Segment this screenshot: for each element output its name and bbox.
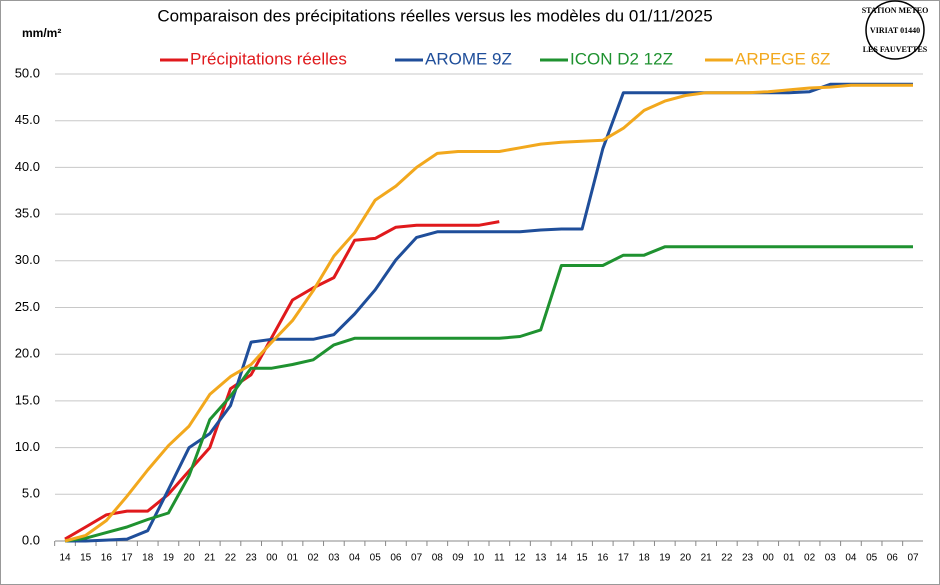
x-tick-label: 20 — [680, 553, 692, 564]
y-tick-label: 15.0 — [15, 392, 40, 407]
x-tick-label: 06 — [887, 553, 899, 564]
x-tick-label: 15 — [577, 553, 589, 564]
x-tick-label: 13 — [535, 553, 547, 564]
x-tick-label: 09 — [452, 553, 464, 564]
x-tick-label: 07 — [411, 553, 423, 564]
x-tick-label: 21 — [204, 553, 216, 564]
x-tick-label: 19 — [659, 553, 671, 564]
y-tick-label: 10.0 — [15, 439, 40, 454]
x-tick-label: 03 — [328, 553, 340, 564]
x-tick-label: 02 — [308, 553, 320, 564]
series-line — [64, 220, 500, 541]
x-tick-label: 01 — [287, 553, 299, 564]
y-tick-label: 45.0 — [15, 112, 40, 127]
x-tick-label: 17 — [121, 553, 133, 564]
x-tick-label: 14 — [556, 553, 568, 564]
x-tick-label: 23 — [246, 553, 258, 564]
x-tick-label: 03 — [825, 553, 837, 564]
y-tick-label: 20.0 — [15, 346, 40, 361]
y-tick-label: 0.0 — [22, 532, 40, 547]
x-tick-label: 07 — [907, 553, 919, 564]
x-tick-label: 22 — [721, 553, 733, 564]
legend-label: AROME 9Z — [425, 49, 512, 68]
stamp-circle — [865, 0, 925, 60]
series-line — [64, 245, 913, 543]
legend-label: ICON D2 12Z — [570, 49, 673, 68]
x-tick-label: 12 — [514, 553, 526, 564]
y-tick-label: 30.0 — [15, 252, 40, 267]
x-tick-label: 16 — [597, 553, 609, 564]
x-tick-label: 04 — [349, 553, 361, 564]
x-tick-label: 17 — [618, 553, 630, 564]
x-tick-label: 01 — [783, 553, 795, 564]
x-tick-label: 19 — [163, 553, 175, 564]
stamp-text: LES FAUVETTES — [863, 45, 928, 54]
x-tick-label: 08 — [432, 553, 444, 564]
x-tick-label: 05 — [370, 553, 382, 564]
x-tick-label: 11 — [494, 553, 505, 564]
x-tick-label: 15 — [80, 553, 92, 564]
x-tick-label: 18 — [639, 553, 651, 564]
x-tick-label: 04 — [845, 553, 857, 564]
y-tick-label: 40.0 — [15, 159, 40, 174]
y-tick-label: 5.0 — [22, 486, 40, 501]
x-tick-label: 05 — [866, 553, 878, 564]
x-tick-label: 06 — [390, 553, 402, 564]
x-tick-label: 23 — [742, 553, 754, 564]
stamp-text: STATION METEO — [862, 6, 929, 15]
x-tick-label: 14 — [59, 553, 71, 564]
x-tick-label: 10 — [473, 553, 485, 564]
y-tick-label: 50.0 — [15, 65, 40, 80]
x-tick-label: 00 — [763, 553, 775, 564]
x-tick-label: 20 — [184, 553, 196, 564]
y-tick-label: 35.0 — [15, 206, 40, 221]
legend-label: ARPEGE 6Z — [735, 49, 830, 68]
x-tick-label: 02 — [804, 553, 816, 564]
legend-label: Précipitations réelles — [190, 49, 347, 68]
stamp: STATION METEO VIRIAT 01440 LES FAUVETTES — [862, 0, 929, 60]
stamp-text: VIRIAT 01440 — [870, 26, 920, 35]
x-tick-label: 16 — [101, 553, 113, 564]
x-tick-label: 18 — [142, 553, 154, 564]
x-tick-label: 21 — [701, 553, 713, 564]
y-tick-label: 25.0 — [15, 299, 40, 314]
y-axis-label: mm/m² — [22, 26, 61, 40]
x-tick-label: 22 — [225, 553, 237, 564]
chart-title: Comparaison des précipitations réelles v… — [157, 6, 712, 25]
series-line — [64, 83, 913, 543]
x-tick-label: 00 — [266, 553, 278, 564]
